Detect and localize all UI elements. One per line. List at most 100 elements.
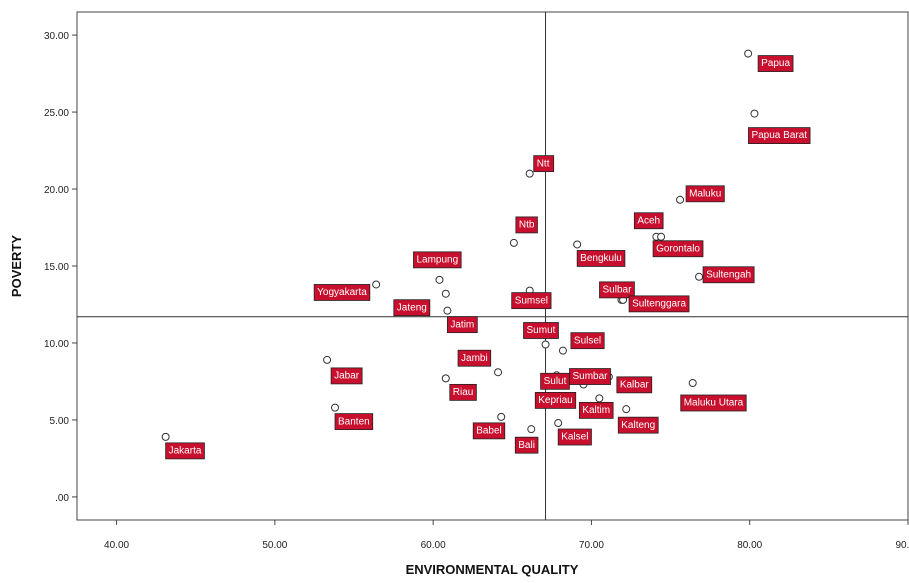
- point-label-text: Maluku Utara: [684, 398, 744, 409]
- point-label-box: [578, 401, 614, 419]
- point-label: Kalteng: [617, 416, 659, 434]
- point-label-text: Maluku: [689, 188, 721, 199]
- point-label: Sumut: [523, 322, 559, 339]
- point-label-box: [757, 55, 794, 72]
- point-label: Aceh: [633, 212, 664, 230]
- y-tick-label: 30.00: [44, 31, 69, 42]
- data-point: [161, 432, 170, 441]
- point-label-box: [570, 332, 605, 350]
- point-label-box: [702, 266, 755, 284]
- point-label-box: [748, 127, 811, 144]
- data-point: [750, 109, 759, 118]
- point-label: Riau: [449, 383, 477, 401]
- data-point: [527, 425, 536, 434]
- point-label-box: [599, 281, 635, 299]
- point-label: Sultengah: [702, 266, 755, 284]
- point-label-box: [313, 284, 371, 301]
- point-label-box: [616, 376, 653, 394]
- data-point: [573, 240, 582, 249]
- point-label-box: [633, 212, 664, 230]
- data-point: [525, 169, 534, 178]
- point-label: Sumbar: [569, 368, 611, 385]
- point-label-text: Riau: [453, 387, 474, 398]
- point-label-box: [457, 349, 492, 367]
- point-label-text: Sultenggara: [632, 299, 686, 310]
- point-label: Kepriau: [534, 391, 577, 409]
- x-axis-title: ENVIRONMENTAL QUALITY: [406, 562, 579, 577]
- point-label-box: [569, 368, 611, 385]
- point-label-text: Sulsel: [574, 335, 601, 346]
- point-label-box: [413, 251, 462, 269]
- data-point: [443, 306, 452, 315]
- point-label-text: Papua Barat: [751, 130, 807, 141]
- point-label-box: [446, 316, 478, 334]
- data-point: [509, 238, 518, 247]
- data-point: [622, 405, 631, 414]
- point-label-text: Sultengah: [706, 269, 751, 280]
- y-tick-label: .00: [55, 493, 69, 504]
- data-point: [441, 374, 450, 383]
- data-point: [331, 403, 340, 412]
- point-label: Babel: [472, 422, 506, 440]
- point-label-box: [165, 442, 205, 460]
- data-point: [497, 412, 506, 421]
- data-point: [541, 340, 550, 349]
- point-label-text: Bengkulu: [580, 253, 622, 264]
- point-label: Papua Barat: [748, 127, 811, 144]
- y-tick-label: 25.00: [44, 108, 69, 119]
- data-point: [435, 275, 444, 284]
- point-label-box: [472, 422, 506, 440]
- x-tick-label: 90.00: [895, 540, 909, 551]
- point-label-box: [523, 322, 559, 339]
- point-label-box: [515, 216, 538, 234]
- point-label: Kalbar: [616, 376, 653, 394]
- point-label: Maluku: [685, 185, 725, 203]
- data-point: [744, 49, 753, 58]
- point-label-text: Kalsel: [561, 432, 588, 443]
- point-label: Yogyakarta: [313, 284, 371, 301]
- point-label: Ntt: [533, 155, 555, 173]
- point-label-box: [652, 240, 704, 258]
- point-label: Sulbar: [599, 281, 635, 299]
- point-label-box: [393, 299, 431, 317]
- y-tick-label: 20.00: [44, 185, 69, 196]
- y-tick-label: 15.00: [44, 262, 69, 273]
- point-label-text: Gorontalo: [656, 243, 700, 254]
- point-label: Jatim: [446, 316, 478, 334]
- data-point: [441, 289, 450, 298]
- x-tick-label: 60.00: [421, 540, 446, 551]
- point-label-text: Jatim: [450, 319, 474, 330]
- data-point: [554, 419, 563, 428]
- point-label: Sumsel: [511, 292, 552, 310]
- x-tick-label: 50.00: [262, 540, 287, 551]
- data-point: [595, 394, 604, 403]
- x-tick-label: 40.00: [104, 540, 129, 551]
- point-label: Banten: [334, 413, 374, 431]
- point-label-box: [617, 416, 659, 434]
- point-label-text: Kaltim: [582, 405, 610, 416]
- data-point: [695, 272, 704, 281]
- point-label: Bengkulu: [576, 250, 626, 267]
- point-label-text: Sumbar: [573, 371, 609, 382]
- point-label-text: Kalteng: [621, 420, 655, 431]
- point-label: Gorontalo: [652, 240, 704, 258]
- point-label: Maluku Utara: [680, 394, 747, 412]
- point-label-box: [449, 383, 477, 401]
- point-label: Bali: [514, 436, 539, 454]
- y-tick-label: 5.00: [50, 416, 70, 427]
- point-label-text: Sumut: [527, 325, 556, 336]
- point-label-box: [628, 295, 690, 313]
- point-label: Sulut: [540, 372, 570, 390]
- data-point: [323, 355, 332, 364]
- data-point: [372, 280, 381, 289]
- x-tick-label: 80.00: [737, 540, 762, 551]
- point-label-text: Kepriau: [538, 395, 572, 406]
- point-label-box: [533, 155, 555, 173]
- point-label-box: [534, 391, 577, 409]
- point-label-text: Jambi: [461, 353, 488, 364]
- point-label: Sultenggara: [628, 295, 690, 313]
- point-label-text: Aceh: [637, 215, 660, 226]
- point-label: Kalsel: [557, 428, 592, 446]
- point-label-box: [511, 292, 552, 310]
- point-label-text: Yogyakarta: [317, 287, 367, 298]
